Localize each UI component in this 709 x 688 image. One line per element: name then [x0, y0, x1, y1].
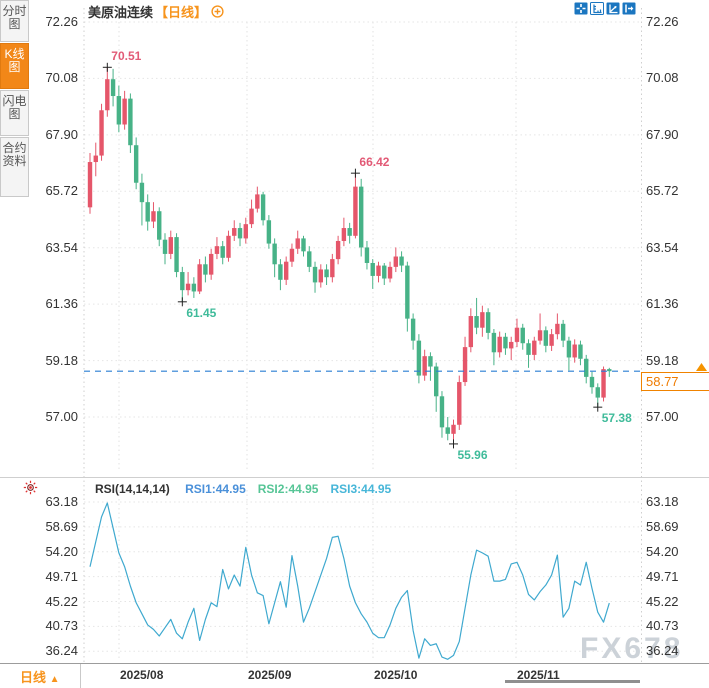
price-axis-label-right: 65.72 [646, 183, 679, 199]
rsi-axis-label-right: 63.18 [646, 494, 679, 509]
indicator-settings-icon[interactable] [23, 480, 38, 495]
sidebar-tab-4[interactable]: 合约资料 [0, 137, 29, 197]
latest-price-arrow-icon [696, 363, 707, 371]
price-axis-label-left: 61.36 [45, 296, 78, 312]
rsi-axis-label-right: 49.71 [646, 568, 679, 584]
price-axis-label-right: 72.26 [646, 14, 679, 29]
axis-trend-icon[interactable] [606, 2, 620, 15]
low-price-annotation: 61.45 [186, 305, 217, 320]
rsi-axis-label-left: 36.24 [45, 643, 78, 659]
move-crosshair-icon[interactable] [574, 2, 588, 15]
rsi-axis-label-left: 54.20 [45, 543, 78, 559]
rsi-axis-label-left: 63.18 [45, 494, 78, 509]
date-label: 2025/10 [374, 668, 418, 682]
price-axis-label-left: 65.72 [45, 183, 78, 199]
rsi-axis-label-right: 36.24 [646, 643, 679, 659]
sidebar-tab-1[interactable]: 分时图 [0, 0, 29, 42]
exit-chart-icon[interactable] [622, 2, 636, 15]
price-axis-label-left: 57.00 [45, 409, 78, 424]
low-price-annotation: 57.38 [601, 411, 632, 426]
time-scrollbar-thumb[interactable] [505, 680, 640, 683]
price-axis-label-left: 67.90 [45, 126, 78, 142]
rsi-axis-label-right: 58.69 [646, 518, 679, 534]
period-cell [0, 664, 81, 688]
axis-scale-icon[interactable] [590, 2, 604, 15]
sidebar-tab-2[interactable]: K线图 [0, 43, 29, 89]
watermark: FX678 [580, 632, 684, 665]
date-label: 2025/11 [517, 668, 560, 682]
high-price-annotation: 66.42 [359, 155, 390, 170]
rsi-legend-item-1: RSI1:44.95 [185, 482, 246, 496]
date-label: 2025/08 [120, 668, 164, 682]
period-tag: 【日线】 [155, 4, 208, 20]
high-price-annotation: 70.51 [111, 49, 142, 64]
price-axis-label-right: 67.90 [646, 126, 679, 142]
price-axis-label-right: 61.36 [646, 296, 679, 312]
period-selector-label: 日线 [20, 670, 47, 685]
current-price-tag: 58.77 [641, 372, 709, 391]
rsi-legend: RSI(14,14,14) RSI1:44.95 RSI2:44.95 RSI3:4… [95, 482, 403, 496]
rsi-params-label: RSI(14,14,14) [95, 482, 170, 496]
chart-header: 美原油连续 【日线】 [88, 3, 224, 20]
price-axis-label-left: 72.26 [45, 14, 78, 29]
sidebar-tab-3[interactable]: 闪电图 [0, 90, 29, 136]
rsi-axis-label-right: 40.73 [646, 618, 679, 634]
circle-plus-icon[interactable] [211, 4, 224, 18]
price-axis-label-left: 59.18 [45, 352, 78, 368]
sidebar: 分时图 K线图 闪电图 合约资料 [0, 0, 29, 662]
price-axis-label-right: 57.00 [646, 409, 679, 424]
chart-toolbar [574, 2, 636, 16]
rsi-axis-label-right: 45.22 [646, 593, 679, 609]
rsi-axis-label-left: 45.22 [45, 593, 78, 609]
rsi-legend-item-2: RSI2:44.95 [257, 482, 319, 496]
price-axis-label-right: 63.54 [646, 239, 679, 255]
price-axis-label-left: 70.08 [45, 70, 78, 86]
time-axis-bar [0, 663, 709, 688]
rsi-legend-item-3: RSI3:44.95 [330, 482, 392, 496]
rsi-axis-label-left: 49.71 [45, 568, 78, 584]
instrument-title: 美原油连续 [88, 4, 154, 20]
date-label: 2025/09 [248, 668, 292, 682]
chevron-up-icon: ▲ [49, 674, 60, 685]
low-price-annotation: 55.96 [457, 447, 488, 462]
price-axis-label-right: 59.18 [646, 352, 679, 368]
rsi-axis-label-right: 54.20 [646, 543, 679, 559]
rsi-axis-label-left: 58.69 [45, 518, 78, 534]
rsi-axis-label-left: 40.73 [45, 618, 78, 634]
pane-separator [0, 477, 709, 478]
period-selector[interactable]: 日线 ▲ [20, 667, 60, 686]
price-axis-label-right: 70.08 [646, 70, 679, 86]
price-axis-label-left: 63.54 [45, 239, 78, 255]
